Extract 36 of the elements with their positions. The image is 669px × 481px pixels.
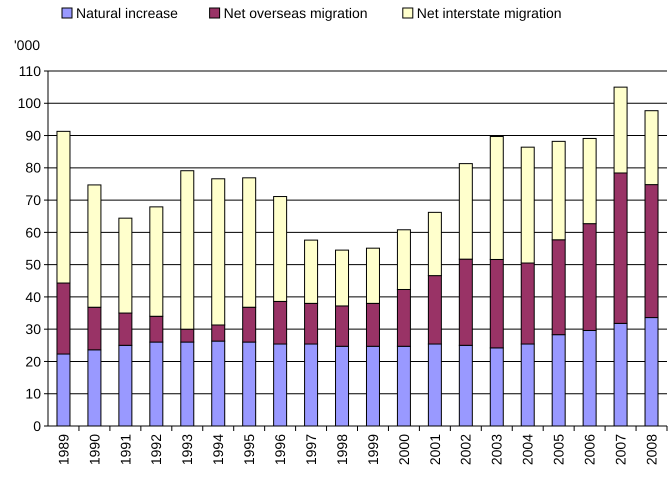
x-tick-label: 1997 (302, 434, 319, 466)
x-tick-label: 2007 (612, 434, 628, 466)
legend-label: Net overseas migration (224, 5, 368, 21)
x-tick-label: 2005 (550, 434, 567, 466)
y-tick-label: 20 (25, 353, 42, 370)
y-tick-label: 0 (33, 418, 42, 434)
x-tick-label: 2001 (426, 434, 443, 466)
legend-label: Net interstate migration (416, 5, 562, 21)
x-tick-label: 2004 (520, 434, 536, 466)
y-tick-label: 40 (25, 288, 42, 305)
x-tick-label: 1995 (241, 434, 258, 466)
y-tick-label: 60 (25, 224, 42, 240)
x-tick-label: 2000 (396, 434, 412, 466)
y-tick-label: 70 (25, 192, 42, 208)
x-tick-label: 1998 (334, 434, 350, 466)
x-tick-label: 1999 (364, 434, 381, 466)
x-tick-label: 1996 (272, 434, 288, 466)
x-tick-label: 2006 (582, 434, 598, 466)
legend-label: Natural increase (76, 5, 178, 21)
y-axis-title: '000 (14, 37, 40, 53)
x-tick-label: 1992 (148, 434, 164, 466)
y-tick-label: 50 (25, 256, 42, 273)
y-tick-label: 110 (18, 62, 42, 79)
x-tick-label: 2002 (458, 434, 474, 466)
x-tick-label: 2003 (488, 434, 505, 466)
y-tick-label: 10 (25, 386, 42, 402)
y-tick-label: 30 (25, 321, 42, 338)
x-tick-label: 1994 (210, 434, 226, 466)
y-tick-label: 80 (25, 160, 42, 176)
x-tick-label: 2008 (643, 434, 660, 466)
y-tick-label: 100 (18, 95, 42, 112)
x-tick-label: 1989 (55, 434, 72, 466)
y-tick-label: 90 (25, 127, 42, 144)
x-tick-label: 1990 (86, 434, 102, 466)
x-tick-label: 1991 (117, 434, 134, 466)
x-tick-label: 1993 (179, 434, 196, 466)
